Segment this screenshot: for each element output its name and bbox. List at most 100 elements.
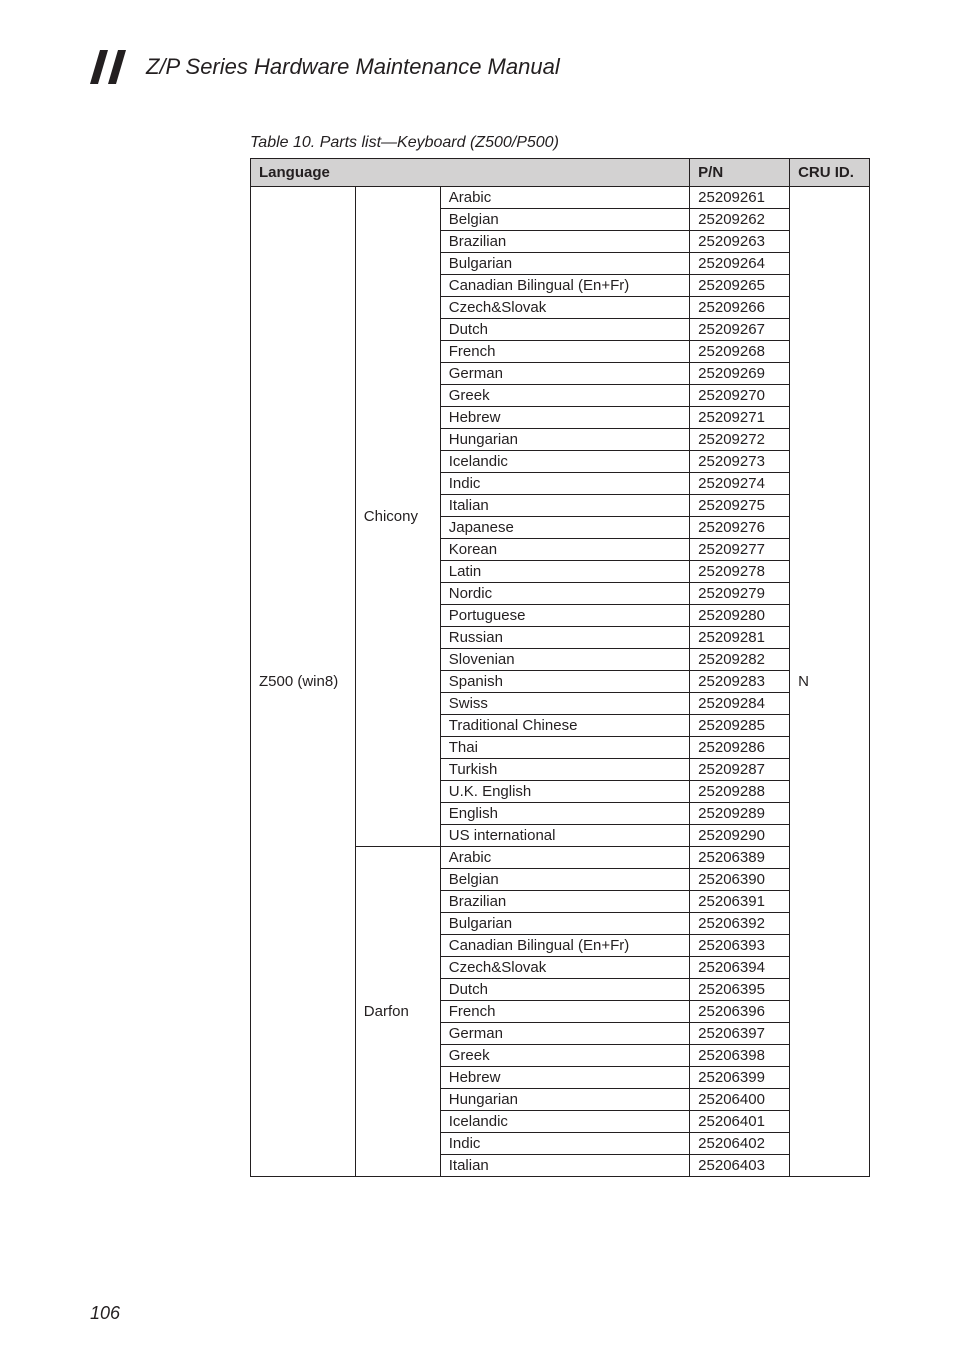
pn-cell: 25206392 — [690, 913, 790, 935]
language-cell: Thai — [440, 737, 689, 759]
pn-cell: 25209288 — [690, 781, 790, 803]
pn-cell: 25209266 — [690, 297, 790, 319]
language-cell: Greek — [440, 385, 689, 407]
language-cell: Brazilian — [440, 231, 689, 253]
pn-cell: 25209285 — [690, 715, 790, 737]
language-cell: Bulgarian — [440, 253, 689, 275]
language-cell: Hebrew — [440, 1067, 689, 1089]
language-cell: German — [440, 1023, 689, 1045]
language-cell: Icelandic — [440, 451, 689, 473]
brand-cell: Darfon — [355, 847, 440, 1177]
page: Z/P Series Hardware Maintenance Manual T… — [0, 0, 954, 1354]
table-header-row: Language P/N CRU ID. — [251, 159, 870, 187]
pn-cell: 25206397 — [690, 1023, 790, 1045]
language-cell: Icelandic — [440, 1111, 689, 1133]
pn-cell: 25209284 — [690, 693, 790, 715]
pn-cell: 25209271 — [690, 407, 790, 429]
pn-cell: 25209275 — [690, 495, 790, 517]
language-cell: Belgian — [440, 869, 689, 891]
pn-cell: 25206403 — [690, 1155, 790, 1177]
language-cell: Italian — [440, 1155, 689, 1177]
pn-cell: 25209289 — [690, 803, 790, 825]
language-cell: Spanish — [440, 671, 689, 693]
language-cell: Brazilian — [440, 891, 689, 913]
pn-cell: 25209262 — [690, 209, 790, 231]
pn-cell: 25209286 — [690, 737, 790, 759]
pn-cell: 25209263 — [690, 231, 790, 253]
header-pn: P/N — [690, 159, 790, 187]
table-caption: Table 10. Parts list—Keyboard (Z500/P500… — [90, 134, 864, 152]
keyboard-parts-table: Language P/N CRU ID. Z500 (win8)ChiconyA… — [250, 158, 870, 1177]
language-cell: Greek — [440, 1045, 689, 1067]
language-cell: Indic — [440, 1133, 689, 1155]
language-cell: Hebrew — [440, 407, 689, 429]
pn-cell: 25209287 — [690, 759, 790, 781]
language-cell: German — [440, 363, 689, 385]
language-cell: Traditional Chinese — [440, 715, 689, 737]
pn-cell: 25209290 — [690, 825, 790, 847]
language-cell: Arabic — [440, 187, 689, 209]
pn-cell: 25209279 — [690, 583, 790, 605]
pn-cell: 25209278 — [690, 561, 790, 583]
pn-cell: 25206398 — [690, 1045, 790, 1067]
language-cell: Hungarian — [440, 1089, 689, 1111]
pn-cell: 25209269 — [690, 363, 790, 385]
language-cell: US international — [440, 825, 689, 847]
language-cell: Czech&Slovak — [440, 297, 689, 319]
language-cell: Canadian Bilingual (En+Fr) — [440, 935, 689, 957]
page-header: Z/P Series Hardware Maintenance Manual — [90, 50, 864, 84]
language-cell: Japanese — [440, 517, 689, 539]
pn-cell: 25206399 — [690, 1067, 790, 1089]
language-cell: French — [440, 341, 689, 363]
pn-cell: 25209265 — [690, 275, 790, 297]
language-cell: U.K. English — [440, 781, 689, 803]
page-number: 106 — [90, 1303, 120, 1324]
language-cell: Bulgarian — [440, 913, 689, 935]
pn-cell: 25206400 — [690, 1089, 790, 1111]
pn-cell: 25209267 — [690, 319, 790, 341]
language-cell: French — [440, 1001, 689, 1023]
language-cell: Hungarian — [440, 429, 689, 451]
language-cell: Nordic — [440, 583, 689, 605]
pn-cell: 25206401 — [690, 1111, 790, 1133]
pn-cell: 25209274 — [690, 473, 790, 495]
language-cell: Italian — [440, 495, 689, 517]
pn-cell: 25209273 — [690, 451, 790, 473]
pn-cell: 25209282 — [690, 649, 790, 671]
cru-cell: N — [790, 187, 870, 1177]
brand-cell: Chicony — [355, 187, 440, 847]
language-cell: Dutch — [440, 319, 689, 341]
pn-cell: 25209277 — [690, 539, 790, 561]
pn-cell: 25206394 — [690, 957, 790, 979]
pn-cell: 25209276 — [690, 517, 790, 539]
pn-cell: 25209268 — [690, 341, 790, 363]
pn-cell: 25206390 — [690, 869, 790, 891]
language-cell: Turkish — [440, 759, 689, 781]
pn-cell: 25206389 — [690, 847, 790, 869]
pn-cell: 25206391 — [690, 891, 790, 913]
pn-cell: 25206396 — [690, 1001, 790, 1023]
header-language: Language — [251, 159, 690, 187]
language-cell: Czech&Slovak — [440, 957, 689, 979]
pn-cell: 25206402 — [690, 1133, 790, 1155]
double-slash-icon — [90, 50, 134, 84]
pn-cell: 25206393 — [690, 935, 790, 957]
language-cell: Swiss — [440, 693, 689, 715]
language-cell: Dutch — [440, 979, 689, 1001]
pn-cell: 25209272 — [690, 429, 790, 451]
language-cell: English — [440, 803, 689, 825]
table-row: Z500 (win8)ChiconyArabic25209261N — [251, 187, 870, 209]
header-cru: CRU ID. — [790, 159, 870, 187]
language-cell: Arabic — [440, 847, 689, 869]
model-cell: Z500 (win8) — [251, 187, 356, 1177]
language-cell: Belgian — [440, 209, 689, 231]
language-cell: Portuguese — [440, 605, 689, 627]
pn-cell: 25209280 — [690, 605, 790, 627]
language-cell: Latin — [440, 561, 689, 583]
language-cell: Russian — [440, 627, 689, 649]
pn-cell: 25206395 — [690, 979, 790, 1001]
language-cell: Indic — [440, 473, 689, 495]
pn-cell: 25209264 — [690, 253, 790, 275]
pn-cell: 25209270 — [690, 385, 790, 407]
language-cell: Korean — [440, 539, 689, 561]
